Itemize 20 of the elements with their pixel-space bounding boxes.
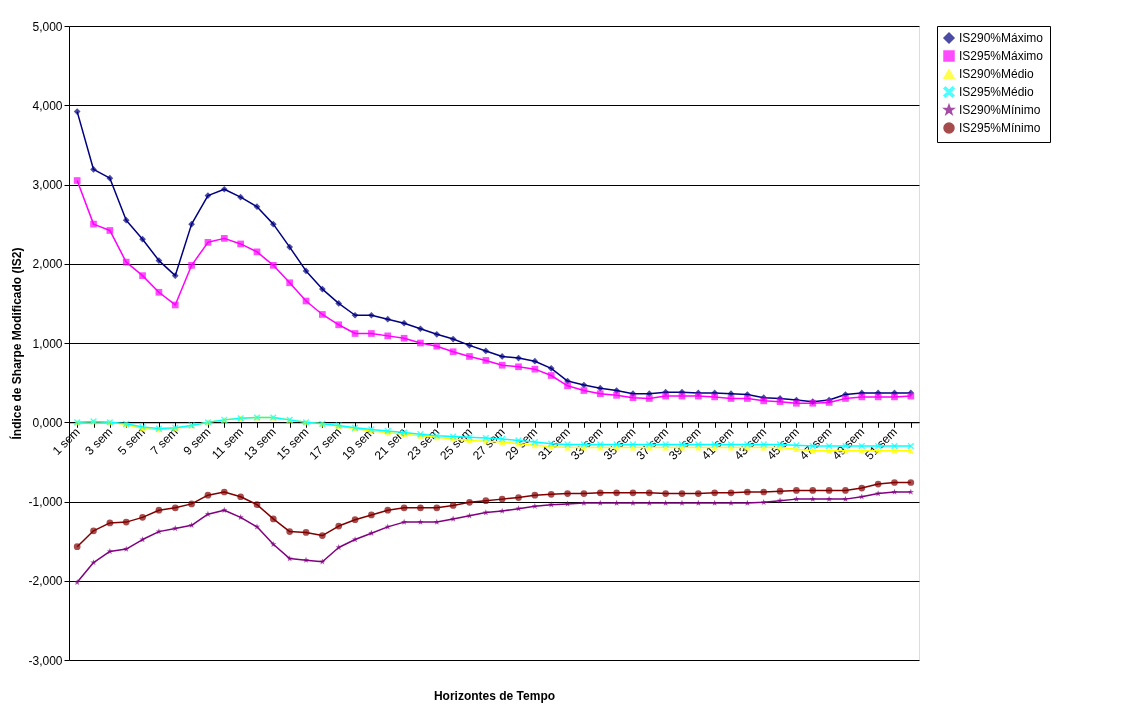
y-tick-label: -3,000 (28, 653, 63, 668)
legend-label: IS295%Médio (959, 85, 1035, 99)
y-tick-label: 5,000 (32, 19, 63, 34)
y-axis-title: Índice de Sharpe Modificado (IS2) (9, 247, 25, 440)
legend-label: IS290%Médio (959, 67, 1035, 81)
x-tick-label: 7 sem (147, 424, 181, 458)
y-tick-label: 4,000 (32, 98, 63, 113)
y-tick-label: 1,000 (32, 336, 63, 351)
y-tick-label: 3,000 (32, 178, 63, 192)
legend-label: IS295%Máximo (959, 49, 1044, 63)
x-tick-label: 3 sem (82, 424, 116, 458)
y-tick-label: -1,000 (28, 495, 63, 509)
x-axis-title: Horizontes de Tempo (433, 688, 556, 703)
y-tick-label: 2,000 (32, 257, 63, 272)
legend-label: IS290%Máximo (959, 31, 1044, 45)
x-tick-label: 5 sem (114, 424, 149, 458)
legend-label: IS290%Mínimo (959, 103, 1041, 117)
legend-label: IS295%Mínimo (959, 121, 1041, 135)
y-tick-label: -2,000 (28, 574, 63, 589)
y-tick-label: 0,000 (32, 415, 63, 430)
